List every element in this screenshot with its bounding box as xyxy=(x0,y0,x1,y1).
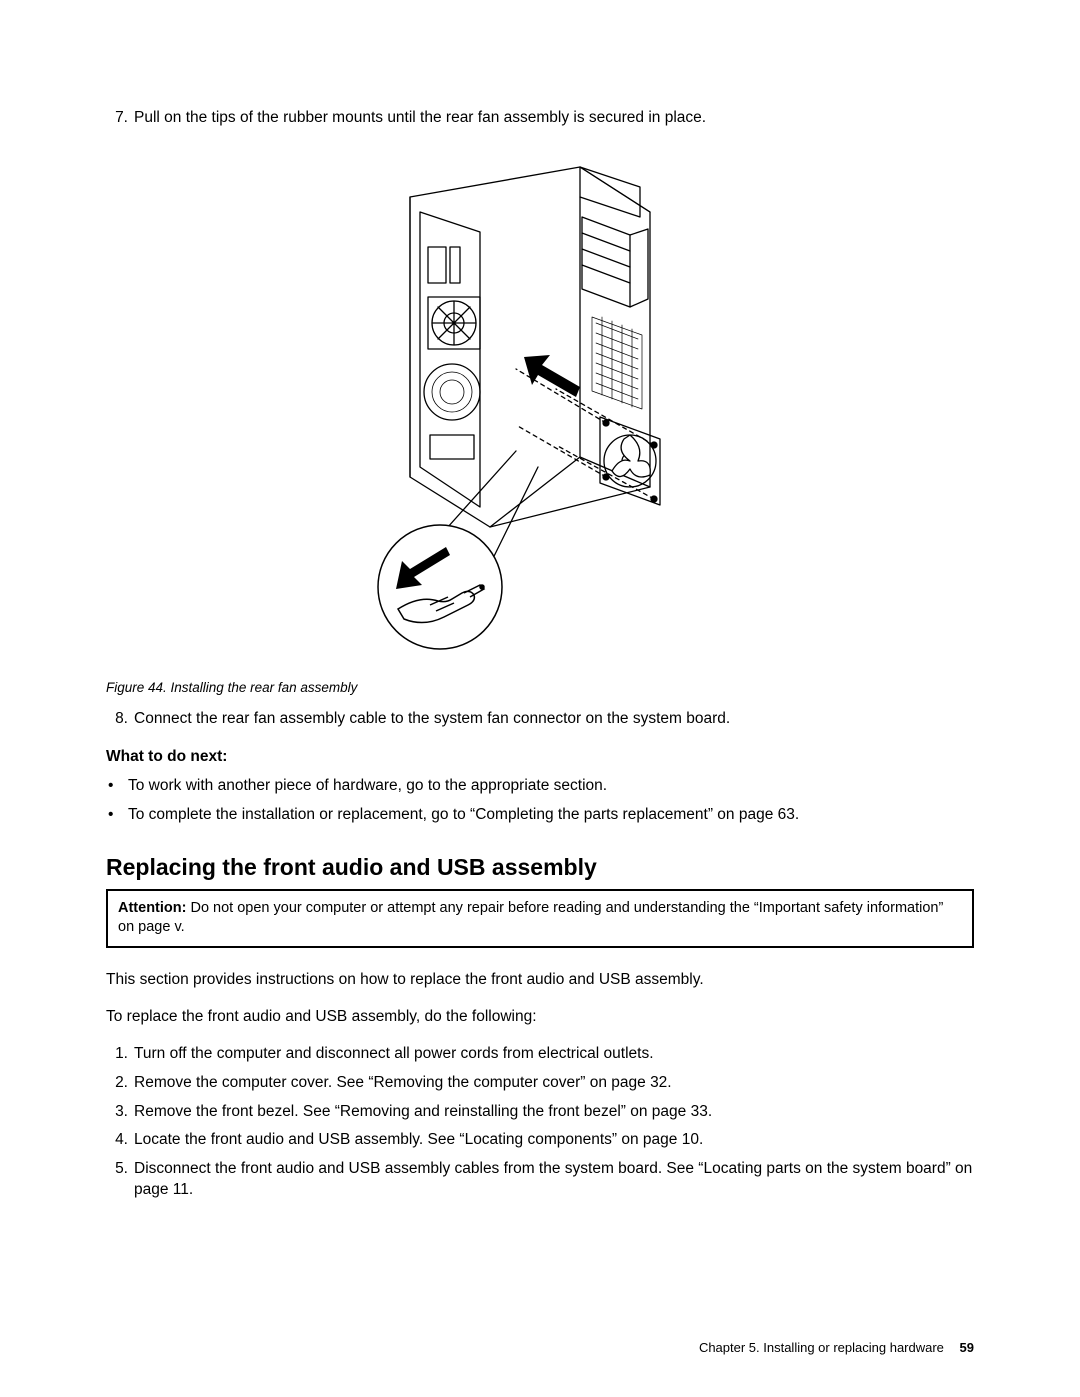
bullet-mark: • xyxy=(106,776,128,797)
step-number: 8. xyxy=(106,709,134,730)
attention-box: Attention: Do not open your computer or … xyxy=(106,889,974,948)
step-number: 1. xyxy=(106,1044,134,1065)
what-next-bullets: • To work with another piece of hardware… xyxy=(106,776,974,826)
step-number: 4. xyxy=(106,1130,134,1151)
procedure-steps: 1. Turn off the computer and disconnect … xyxy=(106,1044,974,1202)
step-text: Pull on the tips of the rubber mounts un… xyxy=(134,108,974,129)
step-text: Remove the front bezel. See “Removing an… xyxy=(134,1102,974,1123)
step-5: 5. Disconnect the front audio and USB as… xyxy=(106,1159,974,1201)
step-1: 1. Turn off the computer and disconnect … xyxy=(106,1044,974,1065)
step-text: Connect the rear fan assembly cable to t… xyxy=(134,709,974,730)
step-number: 3. xyxy=(106,1102,134,1123)
rear-fan-assembly-illustration xyxy=(280,157,800,657)
step-text: Remove the computer cover. See “Removing… xyxy=(134,1073,974,1094)
step-text: Turn off the computer and disconnect all… xyxy=(134,1044,974,1065)
page-footer: Chapter 5. Installing or replacing hardw… xyxy=(699,1340,974,1355)
bullet-text: To complete the installation or replacem… xyxy=(128,805,799,826)
step-number: 2. xyxy=(106,1073,134,1094)
bullet-item: • To complete the installation or replac… xyxy=(106,805,974,826)
figure-44 xyxy=(106,157,974,662)
lead-paragraph: To replace the front audio and USB assem… xyxy=(106,1007,974,1028)
section-heading: Replacing the front audio and USB assemb… xyxy=(106,854,974,881)
step-7: 7. Pull on the tips of the rubber mounts… xyxy=(106,108,974,129)
attention-text: Do not open your computer or attempt any… xyxy=(118,900,943,936)
step-4: 4. Locate the front audio and USB assemb… xyxy=(106,1130,974,1151)
bullet-text: To work with another piece of hardware, … xyxy=(128,776,607,797)
what-to-do-next-heading: What to do next: xyxy=(106,748,974,766)
bullet-item: • To work with another piece of hardware… xyxy=(106,776,974,797)
footer-chapter: Chapter 5. Installing or replacing hardw… xyxy=(699,1340,944,1355)
step-text: Locate the front audio and USB assembly.… xyxy=(134,1130,974,1151)
footer-page-number: 59 xyxy=(960,1340,974,1355)
attention-label: Attention: xyxy=(118,900,186,916)
figure-caption: Figure 44. Installing the rear fan assem… xyxy=(106,680,974,695)
intro-paragraph: This section provides instructions on ho… xyxy=(106,970,974,991)
step-number: 5. xyxy=(106,1159,134,1201)
step-text: Disconnect the front audio and USB assem… xyxy=(134,1159,974,1201)
step-8: 8. Connect the rear fan assembly cable t… xyxy=(106,709,974,730)
step-2: 2. Remove the computer cover. See “Remov… xyxy=(106,1073,974,1094)
bullet-mark: • xyxy=(106,805,128,826)
step-3: 3. Remove the front bezel. See “Removing… xyxy=(106,1102,974,1123)
step-number: 7. xyxy=(106,108,134,129)
